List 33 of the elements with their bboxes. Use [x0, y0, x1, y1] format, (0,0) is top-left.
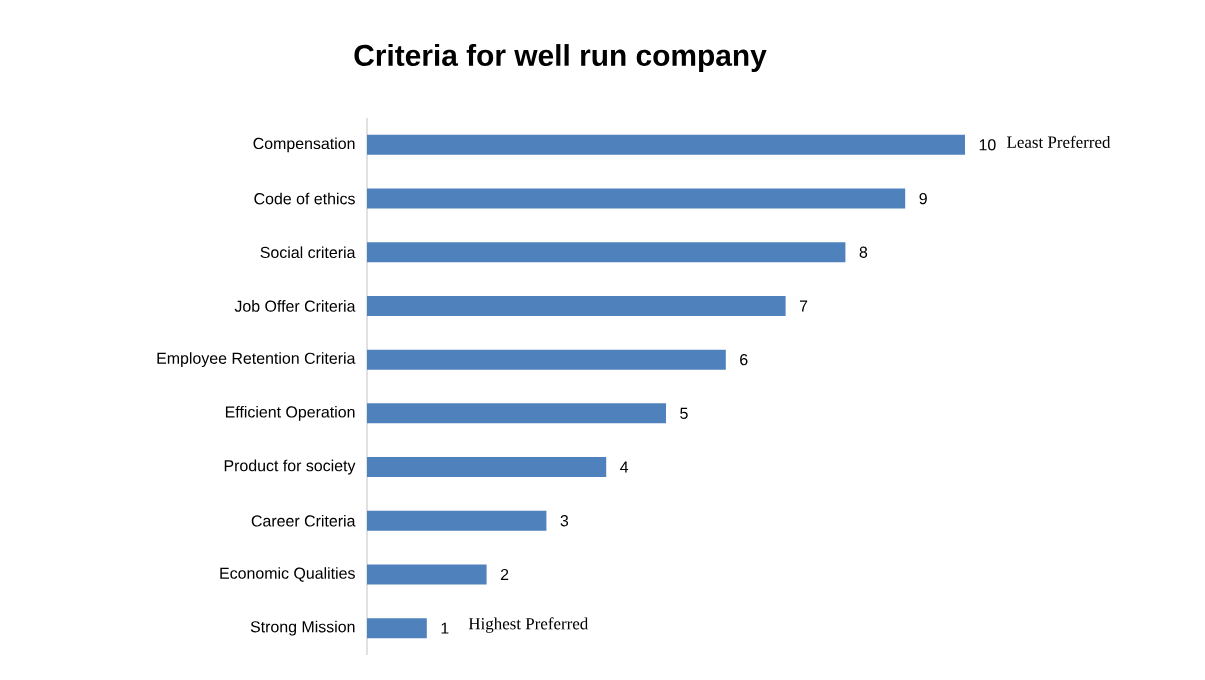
bar — [367, 403, 667, 424]
bar — [367, 510, 547, 531]
bar — [367, 134, 966, 155]
y-tick-label: Economic Qualities — [220, 567, 355, 582]
y-tick-label: Career Criteria — [251, 514, 356, 527]
y-tick-label: Product for society — [224, 459, 356, 475]
data-label: 9 — [919, 192, 927, 205]
y-tick-label: Employee Retention Criteria — [157, 352, 356, 368]
bar — [367, 295, 786, 316]
bar — [367, 457, 607, 478]
y-tick-label: Social criteria — [260, 246, 356, 259]
data-label: 4 — [620, 461, 629, 473]
y-tick-label: Code of ethics — [254, 192, 355, 205]
bar — [367, 242, 846, 263]
y-tick-label: Strong Mission — [250, 620, 355, 636]
annotation: Highest Preferred — [468, 617, 589, 633]
data-label: 2 — [500, 568, 509, 581]
bar — [367, 188, 906, 209]
y-tick-label: Compensation — [253, 137, 355, 153]
y-tick-label: Efficient Operation — [225, 405, 355, 421]
data-label: 10 — [979, 139, 996, 151]
bar — [367, 618, 427, 639]
data-label: 3 — [560, 515, 569, 527]
bar — [367, 564, 487, 585]
data-label: 7 — [799, 300, 808, 312]
data-label: 8 — [859, 246, 868, 258]
chart-title: Criteria for well run company — [354, 44, 767, 72]
annotation: Least Preferred — [1007, 135, 1111, 148]
data-label: 1 — [441, 622, 449, 634]
data-label: 5 — [680, 407, 688, 419]
data-label: 6 — [740, 354, 748, 366]
y-tick-label: Job Offer Criteria — [234, 300, 356, 312]
bar — [367, 349, 726, 370]
